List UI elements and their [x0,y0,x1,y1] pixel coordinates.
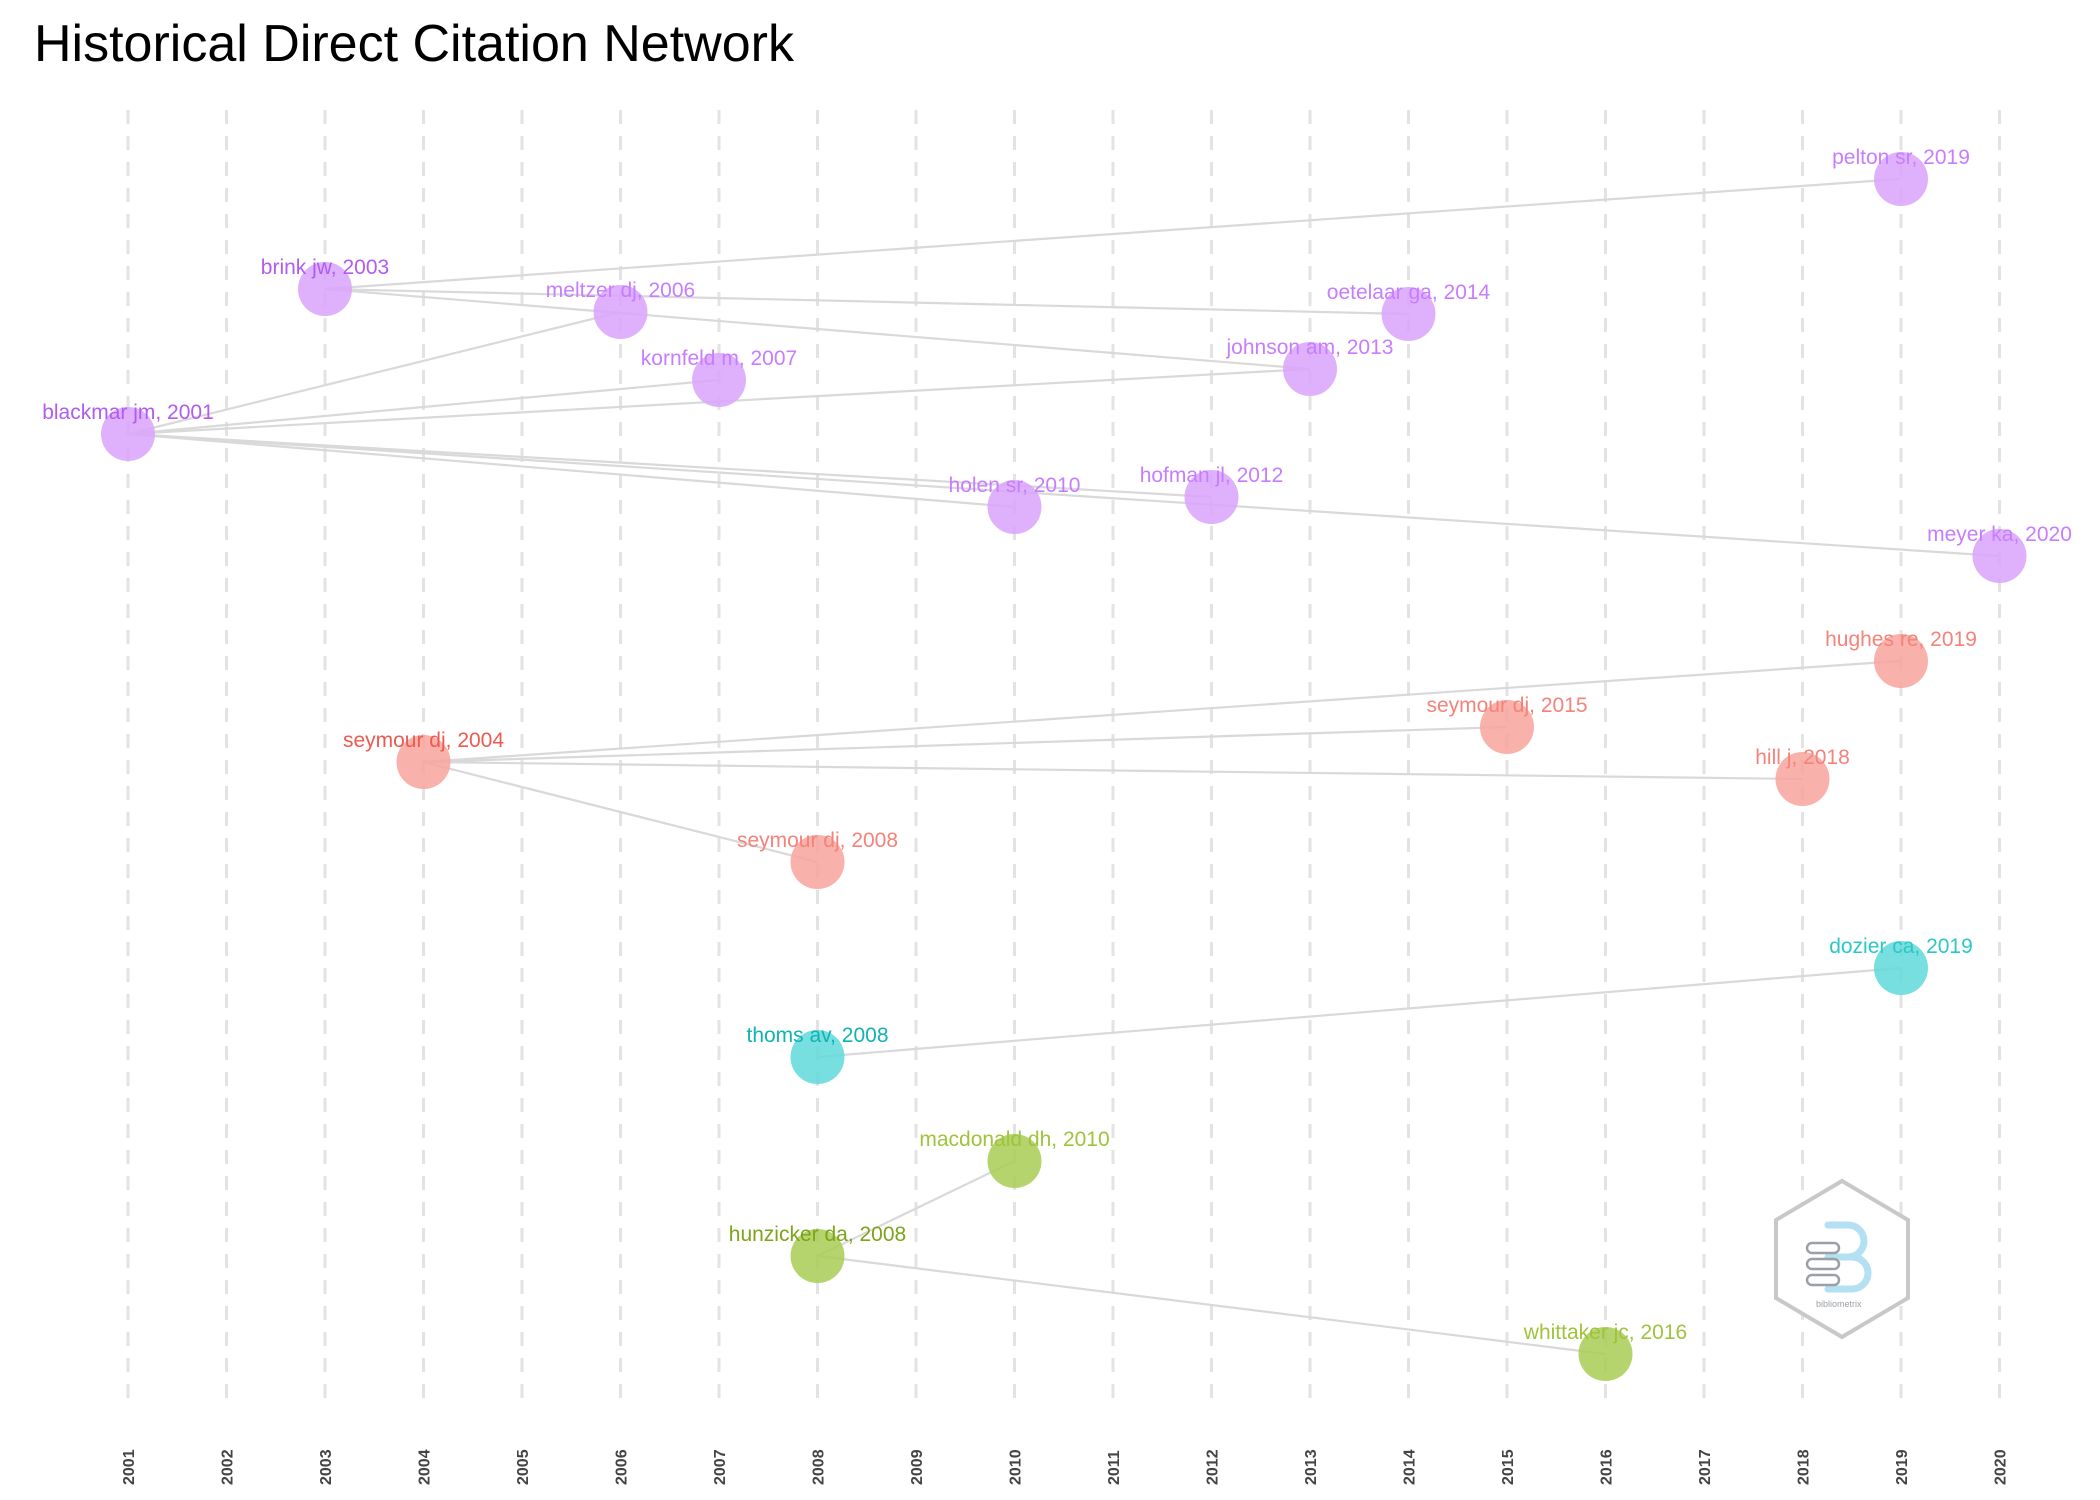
paper-label: kornfeld m, 2007 [641,347,797,370]
paper-node[interactable] [1874,152,1928,206]
year-label: 2016 [1599,1449,1616,1485]
paper-node[interactable] [1283,342,1337,396]
bibliometrix-logo: bibliometrix [1774,1178,1910,1340]
paper-label: seymour dj, 2004 [343,729,504,752]
year-label: 2015 [1500,1449,1517,1485]
year-label: 2007 [712,1449,729,1485]
year-label: 2011 [1106,1450,1123,1485]
paper-node[interactable] [1184,470,1239,524]
paper-node[interactable] [987,1134,1042,1188]
paper-node[interactable] [692,353,746,407]
paper-node[interactable] [1480,700,1534,754]
logo-stack-mark [1805,1241,1841,1287]
paper-node[interactable] [987,480,1042,534]
chart-title: Historical Direct Citation Network [34,15,794,73]
citation-edge [127,432,1015,509]
paper-node[interactable] [101,407,155,461]
paper-label: dozier ca, 2019 [1829,935,1973,958]
paper-label: blackmar jm, 2001 [42,401,214,424]
citation-edge [423,659,1902,764]
logo-b-mark [1824,1221,1872,1293]
node-labels: blackmar jm, 2001 brink jw, 2003 meltzer d… [42,146,2072,1344]
citation-edge [423,725,1508,764]
year-axis: 2001 2002 2003 2004 2005 2006 2007 2008 2009 2010… [121,1449,2010,1485]
paper-label: hughes re, 2019 [1825,628,1977,651]
paper-label: meyer ka, 2020 [1927,523,2072,546]
paper-node[interactable] [790,835,845,889]
paper-label: seymour dj, 2015 [1426,694,1587,717]
citation-edge [817,966,1902,1059]
paper-node[interactable] [1775,752,1830,806]
paper-label: johnson am, 2013 [1226,336,1394,359]
citation-edge [324,287,1409,316]
year-label: 2020 [1993,1449,2010,1485]
citation-edge [423,760,818,864]
citation-edge [423,760,1803,781]
year-label: 2002 [220,1449,237,1485]
year-label: 2012 [1205,1449,1222,1485]
paper-node[interactable] [593,285,648,339]
paper-label: hofman jl, 2012 [1140,464,1284,487]
paper-label: seymour dj, 2008 [737,829,898,852]
paper-node[interactable] [1972,529,2027,583]
citation-edge [817,1160,1015,1257]
year-label: 2003 [318,1449,335,1485]
citation-edge [324,177,1902,291]
citation-edge [127,310,621,436]
paper-label: hunzicker da, 2008 [729,1223,906,1246]
paper-node[interactable] [298,262,352,316]
citation-edge [324,287,1311,371]
paper-label: meltzer dj, 2006 [546,279,695,302]
year-label: 2013 [1303,1449,1320,1485]
year-label: 2005 [515,1449,532,1485]
paper-label: brink jw, 2003 [261,256,389,279]
paper-node[interactable] [1381,287,1436,341]
logo-wordmark: bibliometrix [1816,1299,1862,1309]
paper-label: oetelaar ga, 2014 [1327,281,1491,304]
citation-nodes [101,152,2027,1381]
paper-node[interactable] [1578,1327,1633,1381]
year-label: 2018 [1796,1449,1813,1485]
paper-node[interactable] [1874,634,1928,688]
paper-node[interactable] [790,1030,845,1084]
citation-edge [127,432,2000,558]
citation-edge [127,378,720,436]
paper-node[interactable] [790,1229,845,1283]
year-label: 2004 [417,1449,434,1485]
paper-label: hill j, 2018 [1755,746,1850,769]
year-label: 2010 [1008,1449,1025,1485]
paper-label: whittaker jc, 2016 [1523,1321,1687,1344]
paper-node[interactable] [1874,941,1928,995]
paper-label: thoms av, 2008 [746,1024,888,1047]
year-label: 2009 [909,1449,926,1485]
paper-label: macdonald dh, 2010 [919,1128,1109,1151]
year-label: 2006 [614,1449,631,1485]
year-label: 2019 [1894,1449,1911,1485]
year-label: 2017 [1697,1449,1714,1485]
year-label: 2008 [811,1449,828,1485]
year-label: 2001 [121,1449,138,1485]
paper-node[interactable] [396,735,451,789]
year-label: 2014 [1402,1449,1419,1485]
citation-edge [817,1254,1606,1356]
paper-label: holen sr, 2010 [949,474,1081,497]
paper-label: pelton sr, 2019 [1832,146,1970,169]
